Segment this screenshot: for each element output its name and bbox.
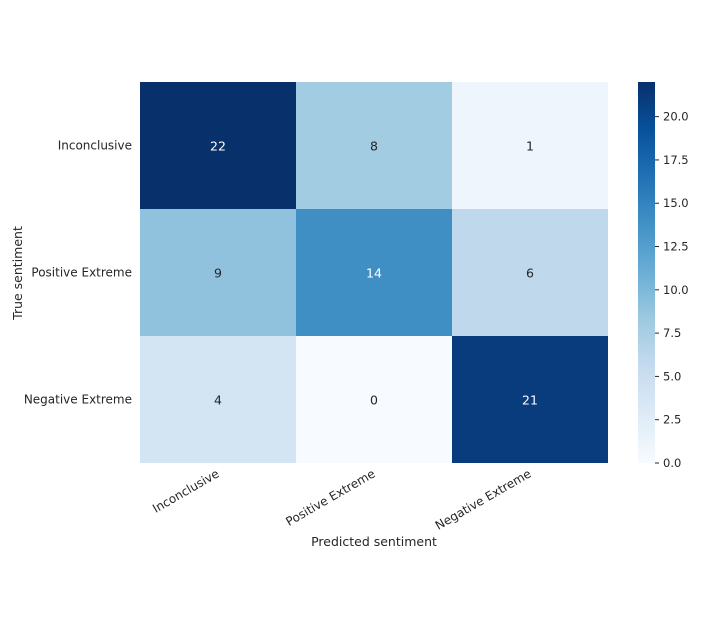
cell-value-r0-c2: 1 <box>526 139 534 154</box>
y-tick-label-0: Inconclusive <box>58 139 132 153</box>
y-tick-label-1: Positive Extreme <box>31 266 132 280</box>
y-tick-label-2: Negative Extreme <box>24 393 132 407</box>
cell-value-r2-c2: 21 <box>522 393 538 408</box>
cell-value-r0-c1: 8 <box>370 139 378 154</box>
colorbar-tick-label-5: 12.5 <box>663 240 689 254</box>
colorbar-tick-label-3: 7.5 <box>663 326 681 340</box>
colorbar-tick-label-8: 20.0 <box>663 110 689 124</box>
colorbar-tick-label-0: 0.0 <box>663 456 681 470</box>
x-tick-label-0: Inconclusive <box>150 466 221 515</box>
heatmap-cells <box>140 82 608 463</box>
y-axis-tick-labels: Inconclusive Positive Extreme Negative Ext… <box>24 139 132 407</box>
cell-r0-c0 <box>140 82 296 209</box>
cell-r1-c2 <box>452 209 608 336</box>
cell-value-r2-c1: 0 <box>370 393 378 408</box>
cell-value-r1-c2: 6 <box>526 266 534 281</box>
cell-r0-c2 <box>452 82 608 209</box>
y-axis-label: True sentiment <box>10 226 25 321</box>
colorbar: 0.0 2.5 5.0 7.5 10.0 12.5 15.0 17.5 20.0 <box>638 82 689 470</box>
colorbar-tick-label-7: 17.5 <box>663 153 689 167</box>
cell-value-r0-c0: 22 <box>210 139 226 154</box>
x-tick-label-2: Negative Extreme <box>433 466 534 532</box>
cell-r2-c0 <box>140 336 296 463</box>
colorbar-tick-label-1: 2.5 <box>663 413 681 427</box>
heatmap-cell-labels: 22 8 1 9 14 6 4 0 21 <box>210 139 538 408</box>
colorbar-tick-label-2: 5.0 <box>663 369 681 383</box>
x-tick-label-1: Positive Extreme <box>283 466 377 528</box>
colorbar-ticks: 0.0 2.5 5.0 7.5 10.0 12.5 15.0 17.5 20.0 <box>655 110 689 470</box>
colorbar-tick-label-6: 15.0 <box>663 196 689 210</box>
x-axis-label: Predicted sentiment <box>311 534 437 549</box>
x-axis-tick-labels: Inconclusive Positive Extreme Negative Ext… <box>150 466 533 532</box>
cell-value-r1-c1: 14 <box>366 266 382 281</box>
colorbar-gradient <box>638 82 655 463</box>
cell-r2-c2 <box>452 336 608 463</box>
cell-r1-c0 <box>140 209 296 336</box>
cell-r0-c1 <box>296 82 452 209</box>
cell-r1-c1 <box>296 209 452 336</box>
cell-value-r1-c0: 9 <box>214 266 222 281</box>
cell-value-r2-c0: 4 <box>214 393 222 408</box>
colorbar-tick-label-4: 10.0 <box>663 283 689 297</box>
cell-r2-c1 <box>296 336 452 463</box>
